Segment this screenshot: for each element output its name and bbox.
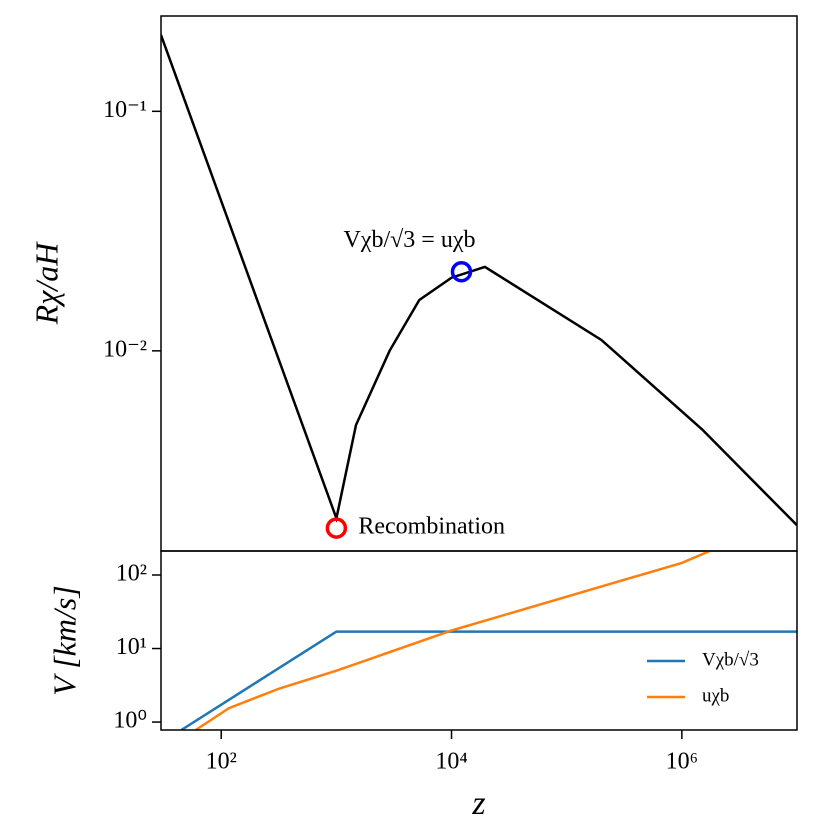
y-axis-label: V [km/s]: [46, 585, 82, 696]
annotation: Vχb/√3 = uχb: [343, 227, 475, 253]
y-tick-label: 10⁻¹: [103, 97, 147, 123]
marker: [325, 517, 348, 539]
y-tick-label: 10⁰: [113, 708, 147, 734]
line: [161, 34, 797, 527]
line: [180, 630, 797, 730]
y-tick-label: 10²: [116, 560, 147, 586]
x-tick-label: 10⁴: [435, 749, 467, 775]
plot-area: [180, 551, 797, 730]
axes-frame: [160, 550, 798, 731]
plot-area: [161, 34, 797, 527]
y-axis-label: Rχ/aH: [28, 241, 64, 326]
x-tick-label: 10²: [206, 749, 237, 775]
x-tick-label: 10⁶: [666, 749, 698, 775]
axes-frame: [160, 15, 798, 552]
y-tick-label: 10¹: [116, 634, 147, 660]
y-tick-label: 10⁻²: [103, 336, 147, 362]
line: [195, 551, 711, 730]
annotation: Recombination: [358, 514, 505, 540]
legend-label: Vχb/√3: [702, 649, 759, 670]
x-axis-label: z: [471, 785, 485, 822]
legend-label: uχb: [702, 685, 729, 706]
marker: [450, 260, 473, 283]
